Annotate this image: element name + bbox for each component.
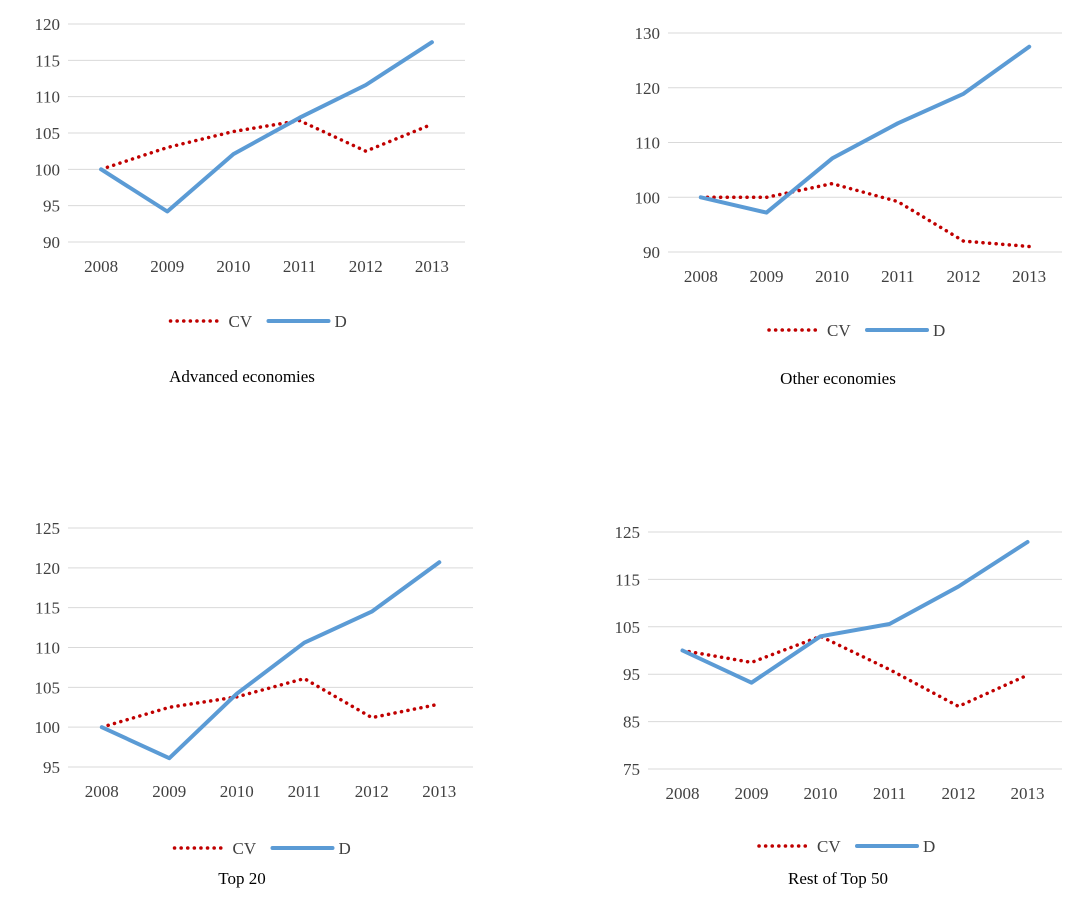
x-tick-label: 2013	[1012, 267, 1046, 286]
legend-label-cv: CV	[827, 321, 851, 340]
series-line-cv	[680, 634, 1030, 709]
y-tick-label: 110	[35, 639, 60, 658]
y-tick-label: 115	[615, 570, 640, 589]
x-tick-label: 2011	[283, 257, 316, 276]
chart-caption: Other economies	[780, 369, 896, 388]
x-tick-label: 2009	[150, 257, 184, 276]
y-tick-label: 105	[35, 678, 61, 697]
y-tick-label: 120	[635, 79, 661, 98]
x-tick-label: 2013	[1011, 784, 1045, 803]
series-line-d	[698, 44, 1032, 215]
chart-caption: Advanced economies	[169, 367, 315, 386]
x-tick-label: 2009	[735, 784, 769, 803]
x-tick-label: 2008	[684, 267, 718, 286]
y-tick-label: 110	[35, 88, 60, 107]
x-tick-label: 2011	[873, 784, 906, 803]
series-line-d	[99, 560, 442, 761]
series-line-cv	[699, 181, 1031, 249]
y-tick-label: 95	[43, 197, 60, 216]
y-tick-label: 90	[43, 233, 60, 252]
y-tick-label: 110	[635, 134, 660, 153]
y-tick-label: 95	[43, 758, 60, 777]
y-tick-label: 100	[35, 160, 61, 179]
y-tick-label: 105	[615, 618, 641, 637]
x-tick-label: 2013	[422, 782, 456, 801]
legend-label-d: D	[933, 321, 945, 340]
y-tick-label: 120	[35, 559, 61, 578]
x-tick-label: 2009	[152, 782, 186, 801]
x-tick-label: 2011	[288, 782, 321, 801]
x-tick-label: 2011	[881, 267, 914, 286]
x-tick-label: 2010	[815, 267, 849, 286]
series-line-d	[680, 540, 1030, 685]
x-tick-label: 2010	[220, 782, 254, 801]
y-tick-label: 125	[615, 523, 641, 542]
y-tick-label: 125	[35, 519, 61, 538]
series-line-cv	[99, 118, 434, 172]
legend-label-cv: CV	[817, 837, 841, 856]
y-tick-label: 90	[643, 243, 660, 262]
x-tick-label: 2012	[355, 782, 389, 801]
y-tick-label: 85	[623, 713, 640, 732]
x-tick-label: 2010	[216, 257, 250, 276]
y-tick-label: 105	[35, 124, 61, 143]
y-tick-label: 115	[35, 599, 60, 618]
y-tick-label: 120	[35, 15, 61, 34]
x-tick-label: 2012	[942, 784, 976, 803]
y-tick-label: 95	[623, 665, 640, 684]
x-tick-label: 2008	[85, 782, 119, 801]
series-line-cv	[100, 676, 442, 729]
x-tick-label: 2008	[84, 257, 118, 276]
x-tick-label: 2008	[666, 784, 700, 803]
y-tick-label: 130	[635, 24, 661, 43]
x-tick-label: 2012	[349, 257, 383, 276]
y-tick-label: 115	[35, 51, 60, 70]
x-tick-label: 2013	[415, 257, 449, 276]
series-line-d	[99, 40, 434, 214]
chart-caption: Rest of Top 50	[787, 869, 889, 888]
x-tick-label: 2012	[947, 267, 981, 286]
legend-label-d: D	[339, 839, 351, 858]
y-tick-label: 100	[35, 718, 61, 737]
x-tick-label: 2009	[750, 267, 784, 286]
legend-label-d: D	[335, 312, 347, 331]
legend-label-d: D	[923, 837, 935, 856]
y-tick-label: 75	[623, 760, 640, 779]
y-tick-label: 100	[635, 188, 661, 207]
chart-caption: Top 20	[218, 869, 266, 888]
x-tick-label: 2010	[804, 784, 838, 803]
legend-label-cv: CV	[229, 312, 253, 331]
legend-label-cv: CV	[233, 839, 257, 858]
